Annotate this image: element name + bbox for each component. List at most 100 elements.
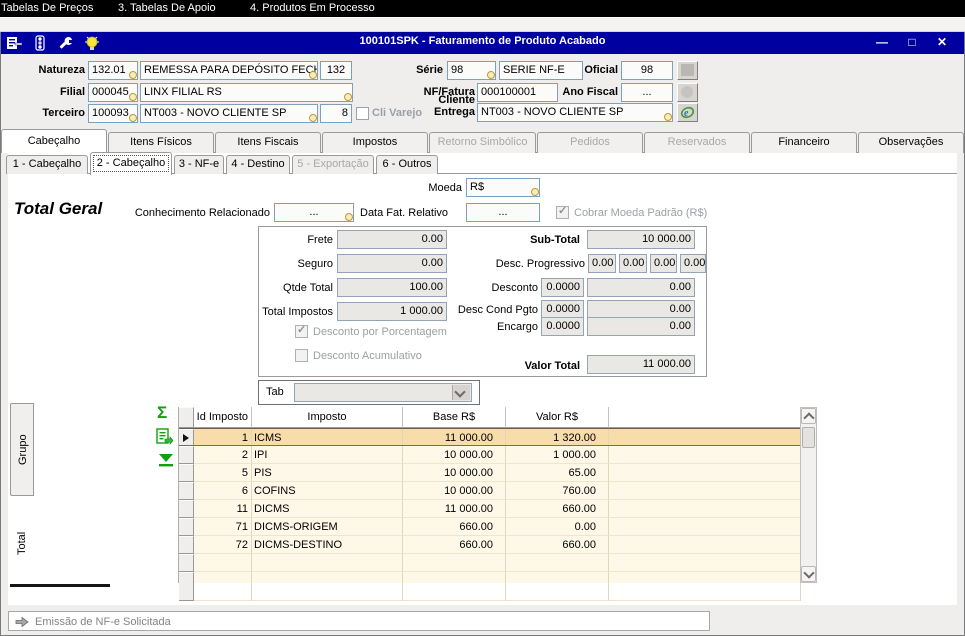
side-tab-total[interactable]: Total — [10, 496, 34, 590]
encargo-label: Encargo — [497, 321, 538, 333]
desconto-pct-input[interactable]: 0.0000 — [541, 278, 584, 297]
ano-fiscal-button[interactable] — [677, 83, 698, 102]
window-title: 100101SPK - Faturamento de Produto Acaba… — [359, 35, 606, 47]
cliente-entrega-input[interactable]: NT003 - NOVO CLIENTE SP — [477, 103, 673, 122]
export-record-icon[interactable] — [155, 428, 173, 446]
title-bar: 100101SPK - Faturamento de Produto Acaba… — [0, 32, 965, 54]
natureza-code-input[interactable]: 132.01 — [88, 61, 138, 80]
terceiro-loja-input[interactable]: 8 — [320, 104, 352, 123]
desc-acumulativo-checkbox — [295, 349, 308, 362]
filter-icon[interactable] — [158, 452, 174, 468]
browser-button[interactable]: e — [677, 103, 698, 122]
cliente-entrega-label-2: Entrega — [434, 106, 475, 118]
frete-input[interactable]: 0.00 — [337, 230, 447, 249]
row-marker-icon — [183, 434, 189, 442]
filial-code-input[interactable]: 000045 — [88, 83, 138, 102]
menu-item-tabelas-precos[interactable]: Tabelas De Preços — [1, 2, 94, 14]
subtab-4-destino[interactable]: 4 - Destino — [226, 155, 290, 174]
table-row[interactable]: 6 COFINS 10 000.00 760.00 — [179, 482, 801, 500]
total-impostos-input[interactable]: 1 000.00 — [337, 302, 447, 321]
tab-observacoes[interactable]: Observações — [858, 132, 964, 153]
serie-label: Série — [416, 64, 443, 76]
browser-e-icon: e — [680, 106, 695, 119]
nf-fatura-label: NF/Fatura — [423, 86, 475, 98]
close-button[interactable]: ✕ — [936, 35, 948, 49]
column-header-base[interactable]: Base R$ — [403, 407, 506, 428]
desc-cond-pgto-pct-input[interactable]: 0.0000 — [541, 300, 584, 319]
vertical-scrollbar[interactable] — [800, 407, 817, 583]
conhecimento-label: Conhecimento Relacionado — [134, 207, 270, 219]
encargo-pct-input[interactable]: 0.0000 — [541, 317, 584, 336]
natureza-extra-input[interactable]: 132 — [320, 61, 352, 80]
conhecimento-input[interactable]: ... — [274, 203, 354, 222]
subtab-1-cabecalho[interactable]: 1 - Cabeçalho — [6, 155, 88, 174]
oficial-label: Oficial — [584, 64, 618, 76]
oficial-input[interactable]: 98 — [621, 61, 673, 80]
total-impostos-label: Total Impostos — [262, 306, 333, 318]
serie-code-input[interactable]: 98 — [447, 61, 496, 80]
tab-itens-fiscais[interactable]: Itens Fiscais — [215, 132, 321, 153]
serie-desc-input[interactable]: SERIE NF-E — [499, 61, 583, 80]
sub-total-input[interactable]: 10 000.00 — [587, 230, 695, 249]
moeda-label: Moeda — [428, 182, 462, 194]
scroll-up-button[interactable] — [801, 408, 816, 424]
tab-dropdown — [294, 383, 472, 402]
ano-fiscal-label: Ano Fiscal — [562, 86, 618, 98]
traffic-light-icon[interactable] — [32, 35, 48, 51]
menu-item-produtos-processo[interactable]: 4. Produtos Em Processo — [250, 2, 375, 14]
valor-total-input[interactable]: 11 000.00 — [587, 355, 695, 374]
wrench-icon[interactable] — [58, 35, 74, 51]
desc-progressivo-input-4[interactable]: 0.00 — [680, 254, 706, 273]
desc-porcentagem-label: Desconto por Porcentagem — [313, 326, 447, 338]
sum-icon[interactable]: Σ — [157, 403, 168, 422]
table-row[interactable]: 2 IPI 10 000.00 1 000.00 — [179, 446, 801, 464]
scroll-down-button[interactable] — [801, 566, 816, 582]
desconto-valor-input[interactable]: 0.00 — [587, 278, 695, 297]
tab-cabecalho[interactable]: Cabeçalho — [1, 129, 107, 153]
column-header-id-imposto[interactable]: Id Imposto — [194, 407, 252, 428]
minimize-button[interactable]: — — [876, 35, 888, 49]
table-row[interactable]: 11 DICMS 11 000.00 660.00 — [179, 500, 801, 518]
tab-financeiro[interactable]: Financeiro — [751, 132, 857, 153]
table-row[interactable]: 72 DICMS-DESTINO 660.00 660.00 — [179, 536, 801, 554]
terceiro-code-input[interactable]: 100093 — [88, 104, 138, 123]
encargo-valor-input[interactable]: 0.00 — [587, 317, 695, 336]
serie-button[interactable] — [677, 61, 698, 80]
lightbulb-icon[interactable] — [84, 35, 100, 51]
natureza-desc-input[interactable]: REMESSA PARA DEPÓSITO FECHADC — [140, 61, 318, 80]
tab-itens-fisicos[interactable]: Itens Físicos — [108, 132, 214, 153]
filial-desc-input[interactable]: LINX FILIAL RS — [140, 83, 353, 102]
table-row[interactable]: 71 DICMS-ORIGEM 660.00 0.00 — [179, 518, 801, 536]
seguro-input[interactable]: 0.00 — [337, 254, 447, 273]
maximize-button[interactable]: □ — [908, 35, 916, 49]
report-icon[interactable] — [6, 35, 22, 51]
table-row[interactable]: 5 PIS 10 000.00 65.00 — [179, 464, 801, 482]
subtab-5-exportacao: 5 - Exportação — [292, 155, 374, 174]
table-row[interactable]: 1 ICMS 11 000.00 1 320.00 — [179, 428, 801, 446]
subtab-6-outros[interactable]: 6 - Outros — [376, 155, 438, 174]
natureza-label: Natureza — [38, 64, 85, 76]
column-header-imposto[interactable]: Imposto — [252, 407, 403, 428]
data-fat-input[interactable]: ... — [466, 203, 540, 222]
cli-varejo-checkbox[interactable] — [356, 107, 369, 120]
desc-progressivo-input-2[interactable]: 0.00 — [619, 254, 647, 273]
menu-item-tabelas-apoio[interactable]: 3. Tabelas De Apoio — [118, 2, 216, 14]
subtab-3-nfe[interactable]: 3 - NF-e — [174, 155, 224, 174]
scroll-thumb[interactable] — [802, 427, 815, 448]
side-tab-grupo[interactable]: Grupo — [10, 403, 34, 496]
nf-fatura-input[interactable]: 000100001 — [477, 83, 558, 102]
column-header-valor[interactable]: Valor R$ — [506, 407, 609, 428]
terceiro-desc-input[interactable]: NT003 - NOVO CLIENTE SP — [140, 104, 318, 123]
column-header-blank — [609, 407, 801, 428]
menu-bar: Tabelas De Preços 3. Tabelas De Apoio 4.… — [0, 0, 965, 17]
moeda-input[interactable]: R$ — [466, 178, 540, 197]
tab-impostos[interactable]: Impostos — [322, 132, 428, 153]
desc-porcentagem-checkbox — [295, 323, 308, 338]
desc-progressivo-input-1[interactable]: 0.00 — [588, 254, 616, 273]
qtde-total-input[interactable]: 100.00 — [337, 278, 447, 297]
subtab-2-cabecalho[interactable]: 2 - Cabeçalho — [90, 152, 172, 175]
desc-cond-pgto-valor-input[interactable]: 0.00 — [587, 300, 695, 319]
ano-fiscal-input[interactable]: ... — [621, 83, 673, 102]
desc-progressivo-input-3[interactable]: 0.00 — [650, 254, 677, 273]
